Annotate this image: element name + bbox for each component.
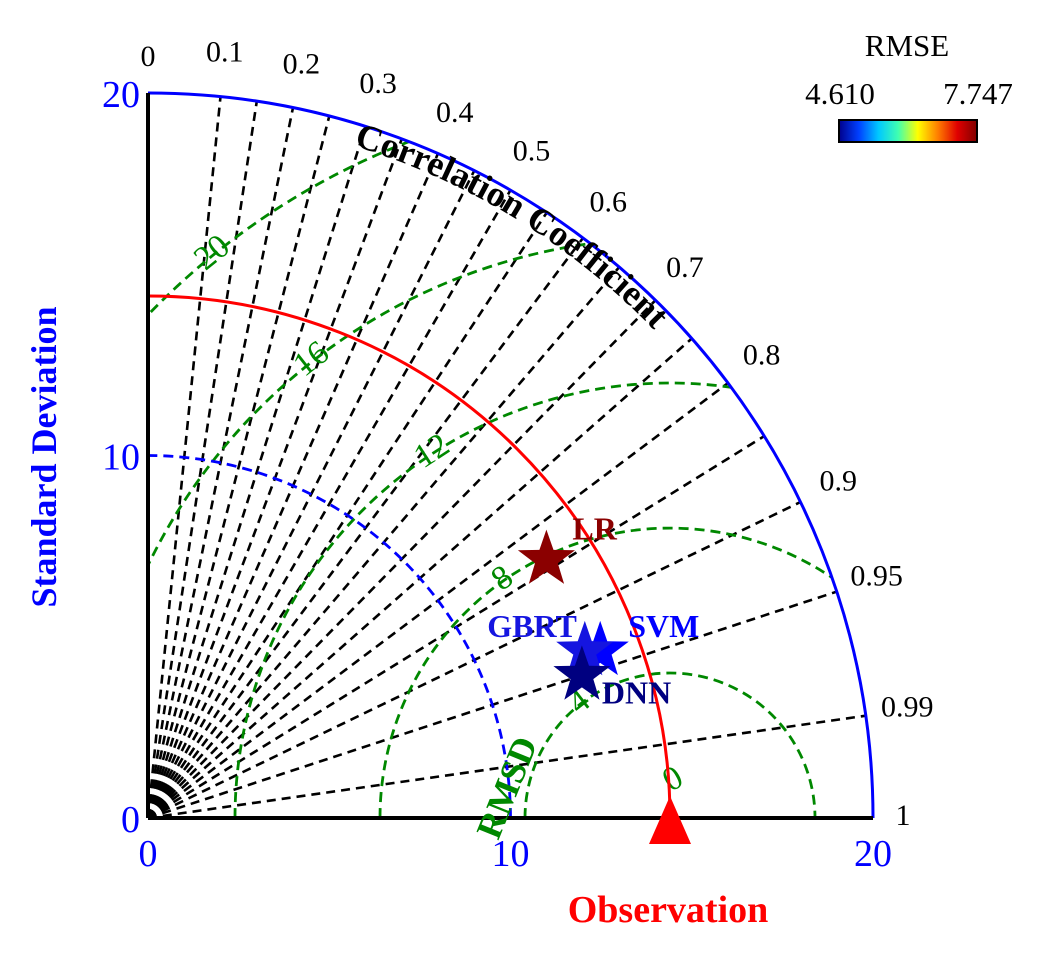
y-axis-label: Standard Deviation bbox=[24, 306, 64, 607]
correlation-tick-label: 0.6 bbox=[589, 185, 627, 218]
x-tick-label: 10 bbox=[492, 833, 530, 875]
correlation-tick-label: 0.1 bbox=[206, 36, 244, 69]
model-point-label: GBRT bbox=[487, 608, 577, 644]
model-point-label: SVM bbox=[628, 608, 699, 644]
correlation-tick-label: 0.9 bbox=[820, 465, 858, 498]
outer-std-arc bbox=[147, 91, 875, 819]
correlation-tick-label: 0.95 bbox=[850, 559, 903, 592]
correlation-tick-label: 0.8 bbox=[743, 339, 781, 372]
correlation-tick-label: 0.99 bbox=[881, 691, 934, 724]
correlation-line bbox=[146, 115, 331, 819]
rmsd-label: RMSD bbox=[468, 731, 545, 844]
y-tick-label: 10 bbox=[102, 437, 140, 479]
rmsd-contour bbox=[148, 236, 873, 818]
x-tick-label: 20 bbox=[854, 833, 892, 875]
y-tick-label: 0 bbox=[121, 799, 140, 841]
colorbar-max-label: 7.747 bbox=[943, 76, 1013, 111]
correlation-line bbox=[146, 237, 585, 819]
reference-std-arc bbox=[147, 454, 512, 819]
correlation-tick-label: 0.5 bbox=[513, 135, 551, 168]
rmsd-contour bbox=[523, 671, 817, 818]
rmsd-contours bbox=[148, 93, 873, 818]
correlation-tick-label: 1 bbox=[896, 799, 911, 832]
correlation-tick-label: 0 bbox=[141, 40, 156, 73]
colorbar-title: RMSE bbox=[865, 28, 949, 63]
correlation-tick-label: 0.3 bbox=[359, 67, 397, 100]
arc-layer bbox=[147, 91, 875, 819]
correlation-tick-label: 0.4 bbox=[436, 96, 474, 129]
model-point-star bbox=[556, 620, 614, 676]
model-point-label: LR bbox=[572, 511, 617, 547]
colorbar: RMSE 4.610 7.747 bbox=[805, 28, 1013, 143]
correlation-line bbox=[146, 126, 367, 819]
correlation-line bbox=[146, 189, 512, 819]
model-point-star bbox=[553, 645, 611, 700]
correlation-tick-label: 0.7 bbox=[666, 251, 704, 284]
rmsd-contour bbox=[378, 526, 873, 818]
colorbar-min-label: 4.610 bbox=[805, 76, 875, 111]
model-point-label: DNN bbox=[602, 674, 671, 710]
observation-marker bbox=[649, 796, 691, 844]
x-axis-label: Observation bbox=[568, 889, 769, 931]
observation-rmsd-label: 0 bbox=[656, 759, 689, 800]
rmsd-contour bbox=[233, 381, 873, 818]
correlation-line bbox=[146, 170, 476, 819]
rmsd-contour-label: 12 bbox=[407, 426, 456, 476]
correlation-tick-label: 0.2 bbox=[283, 47, 321, 80]
point-layer: LR SVM GBRT DNN bbox=[487, 511, 699, 844]
colorbar-gradient bbox=[838, 119, 978, 143]
rmsd-contour-label: 20 bbox=[187, 227, 237, 277]
model-point-star bbox=[517, 529, 575, 584]
y-tick-label: 20 bbox=[102, 74, 140, 116]
observation-std-arc bbox=[147, 294, 672, 819]
x-tick-label: 0 bbox=[139, 833, 158, 875]
